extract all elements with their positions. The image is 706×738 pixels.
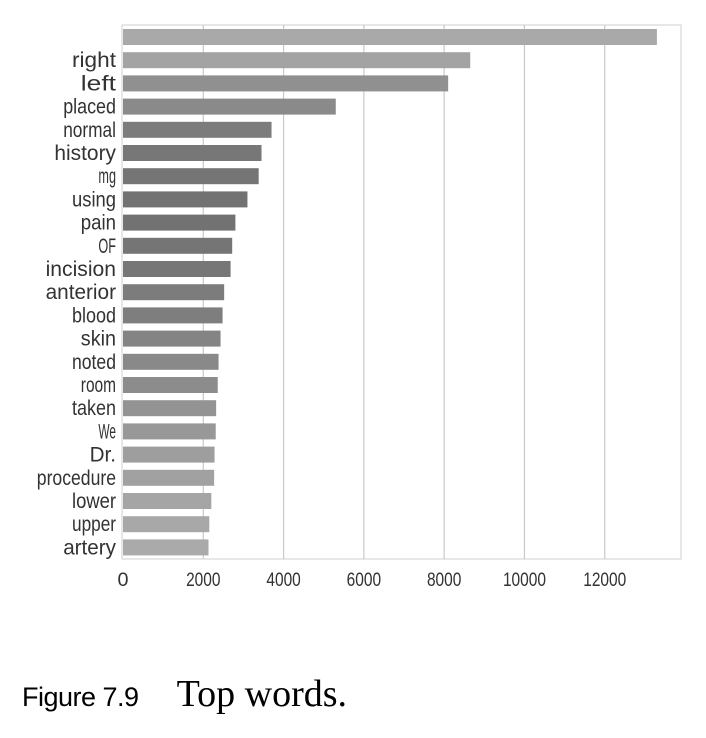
bar <box>123 168 259 185</box>
bar <box>123 446 215 463</box>
category-label: mg <box>98 165 116 188</box>
x-tick-label: 6000 <box>347 570 381 591</box>
category-label: OF <box>98 235 116 258</box>
category-label: pain <box>81 212 116 235</box>
x-tick-labels: 0 2000 4000 6000 8000 10000 12000 <box>118 570 627 591</box>
category-label: anterior <box>46 281 116 304</box>
category-label: room <box>81 374 116 397</box>
bar <box>123 493 212 509</box>
x-tick-label: 12000 <box>583 570 626 591</box>
category-label: using <box>72 188 116 211</box>
bar <box>123 469 215 486</box>
x-tick-label: 0 <box>118 570 129 591</box>
category-label: taken <box>72 397 116 420</box>
x-tick-label: 2000 <box>186 570 220 591</box>
x-tick-label: 10000 <box>503 570 546 591</box>
bar <box>123 75 449 92</box>
category-label: left <box>81 72 116 95</box>
figure-caption: Figure 7.9 Top words. <box>22 672 347 716</box>
category-label: upper <box>72 513 116 536</box>
bar <box>123 353 219 370</box>
bar <box>123 284 225 301</box>
bar <box>123 98 336 115</box>
bar <box>123 214 236 231</box>
bar-chart: rightleftplacednormalhistorymgusingpainO… <box>37 24 682 591</box>
bar <box>123 516 210 533</box>
category-label: lower <box>72 490 116 513</box>
category-label: noted <box>72 351 116 374</box>
category-label: skin <box>81 328 116 351</box>
bar <box>123 237 233 254</box>
bars <box>123 29 657 556</box>
category-label: right <box>72 49 116 72</box>
bar <box>123 145 262 161</box>
category-label: placed <box>63 96 116 119</box>
bar <box>123 121 272 138</box>
category-label: artery <box>63 536 116 559</box>
x-tick-label: 8000 <box>427 570 461 591</box>
category-label: procedure <box>37 467 116 490</box>
bar <box>123 377 218 393</box>
caption-text: Top words. <box>176 673 348 715</box>
category-label: Dr. <box>90 444 116 467</box>
bar <box>123 423 216 440</box>
bar <box>123 539 209 556</box>
category-label: normal <box>63 119 116 142</box>
category-label: blood <box>72 304 116 327</box>
category-label: incision <box>46 258 116 281</box>
category-labels: rightleftplacednormalhistorymgusingpainO… <box>37 49 117 559</box>
bar <box>123 52 471 69</box>
bar <box>123 29 657 45</box>
caption-label: Figure 7.9 <box>22 682 139 712</box>
x-tick-label: 4000 <box>266 570 300 591</box>
bar <box>123 330 221 347</box>
bar <box>123 400 217 417</box>
bar <box>123 261 231 277</box>
bar <box>123 307 223 324</box>
category-label: We <box>98 420 116 443</box>
category-label: history <box>54 142 116 165</box>
bar <box>123 191 248 208</box>
